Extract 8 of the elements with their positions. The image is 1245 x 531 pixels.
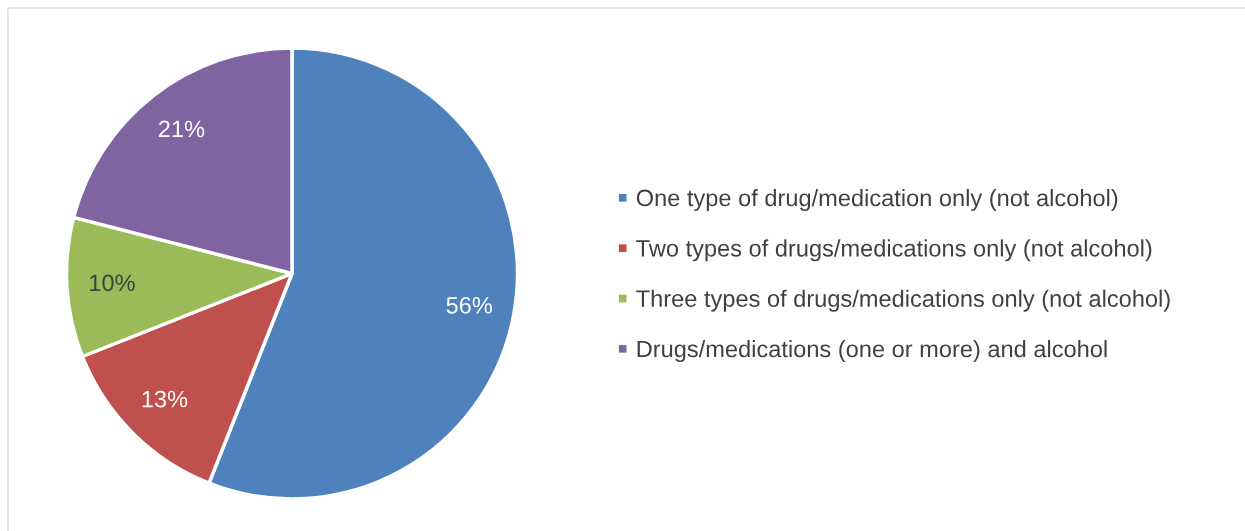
legend-label: Drugs/medications (one or more) and alcohol xyxy=(637,340,1107,363)
data-label: 21% xyxy=(159,120,205,138)
legend-label: Three types of drugs/medications only (not alcohol) xyxy=(636,289,1170,312)
data-label: 13% xyxy=(142,390,188,408)
data-label: 10% xyxy=(90,274,135,292)
legend-label: One type of drug/medication only (not alcohol) xyxy=(636,188,1118,211)
legend-label: Two types of drugs/medications only (not alcohol) xyxy=(636,239,1152,262)
data-label: 56% xyxy=(446,296,492,314)
